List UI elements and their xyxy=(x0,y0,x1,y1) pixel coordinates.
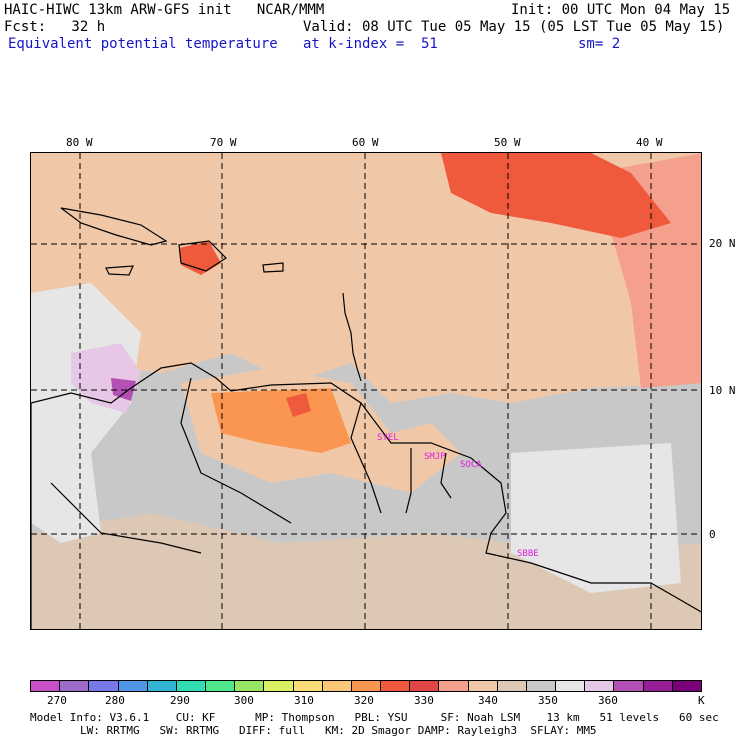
colorbar-swatch xyxy=(410,681,440,691)
model-info-line1: Model Info: V3.6.1 CU: KF MP: Thompson P… xyxy=(30,711,719,724)
lon-label-80w: 80 W xyxy=(66,136,93,149)
station-smjp: SMJP xyxy=(424,452,446,462)
colorbar xyxy=(30,680,702,692)
colorbar-swatch xyxy=(264,681,294,691)
station-sbbe: SBBE xyxy=(517,549,539,559)
lon-label-60w: 60 W xyxy=(352,136,379,149)
colorbar-label-270: 270 xyxy=(47,694,67,707)
header-valid-time: Valid: 08 UTC Tue 05 May 15 (05 LST Tue … xyxy=(303,19,725,35)
border-venezuela-guyana xyxy=(350,402,382,514)
header-init-time: Init: 00 UTC Mon 04 May 15 xyxy=(511,2,731,18)
colorbar-label-300: 300 xyxy=(234,694,254,707)
colorbar-swatch xyxy=(118,681,148,691)
coast-hispaniola xyxy=(178,240,227,272)
lon-label-50w: 50 W xyxy=(494,136,521,149)
colorbar-swatch xyxy=(643,681,673,691)
lat-label-20n: 20 N xyxy=(709,237,736,250)
colorbar-swatch xyxy=(89,681,119,691)
station-syel: SYEL xyxy=(377,433,399,443)
map-field-svg xyxy=(31,153,701,629)
colorbar-label-340: 340 xyxy=(478,694,498,707)
colorbar-label-350: 350 xyxy=(538,694,558,707)
colorbar-swatch xyxy=(585,681,615,691)
colorbar-label-280: 280 xyxy=(105,694,125,707)
coast-jamaica xyxy=(105,265,134,276)
header-model-title: HAIC-HIWC 13km ARW-GFS init NCAR/MMM xyxy=(4,2,325,18)
lon-label-70w: 70 W xyxy=(210,136,237,149)
colorbar-swatch xyxy=(556,681,586,691)
theta-e-red-venezuela xyxy=(211,388,351,453)
theta-e-red-venezuela-core xyxy=(286,393,311,417)
colorbar-label-320: 320 xyxy=(354,694,374,707)
colorbar-swatch xyxy=(526,681,557,691)
colorbar-swatch xyxy=(322,681,352,691)
lat-label-equator: 0 xyxy=(709,528,716,541)
colorbar-swatch xyxy=(497,681,527,691)
colorbar-label-310: 310 xyxy=(294,694,314,707)
coast-lesser-antilles xyxy=(342,292,362,382)
station-soca: SOCA xyxy=(460,460,482,470)
header-field-name: Equivalent potential temperature xyxy=(8,36,278,52)
border-colombia-peru xyxy=(50,482,202,554)
colorbar-label-360: 360 xyxy=(598,694,618,707)
colorbar-swatch xyxy=(293,681,323,691)
colorbar-swatch xyxy=(147,681,177,691)
colorbar-swatch xyxy=(31,681,61,691)
colorbar-swatch xyxy=(672,681,701,691)
colorbar-swatch xyxy=(614,681,644,691)
theta-e-red-atlantic xyxy=(441,153,671,238)
colorbar-label-330: 330 xyxy=(414,694,434,707)
colorbar-units: K xyxy=(698,694,705,707)
colorbar-swatch xyxy=(235,681,265,691)
lat-label-10n: 10 N xyxy=(709,384,736,397)
colorbar-swatch xyxy=(206,681,236,691)
colorbar-swatch xyxy=(351,681,382,691)
colorbar-swatch xyxy=(468,681,498,691)
coast-puerto-rico xyxy=(262,262,284,273)
border-colombia-venezuela xyxy=(180,377,292,524)
colorbar-label-290: 290 xyxy=(170,694,190,707)
border-guyana-suriname xyxy=(405,448,412,514)
theta-e-region-south xyxy=(31,513,701,629)
colorbar-swatch xyxy=(381,681,411,691)
header-forecast-hour: Fcst: 32 h xyxy=(4,19,106,35)
theta-e-low-east xyxy=(511,443,681,593)
colorbar-swatch xyxy=(176,681,207,691)
header-smoothing: sm= 2 xyxy=(578,36,621,52)
border-suriname-fguiana xyxy=(440,452,452,499)
model-info-line2: LW: RRTMG SW: RRTMG DIFF: full KM: 2D Sm… xyxy=(80,724,597,737)
lon-label-40w: 40 W xyxy=(636,136,663,149)
theta-e-map: SYEL SMJP SOCA SBBE xyxy=(30,152,702,630)
coast-cuba xyxy=(60,207,168,246)
latlon-grid xyxy=(31,153,701,629)
colorbar-swatch xyxy=(439,681,469,691)
colorbar-swatch xyxy=(60,681,90,691)
theta-e-red-hispaniola xyxy=(179,241,221,275)
header-level: at k-index = 51 xyxy=(303,36,438,52)
